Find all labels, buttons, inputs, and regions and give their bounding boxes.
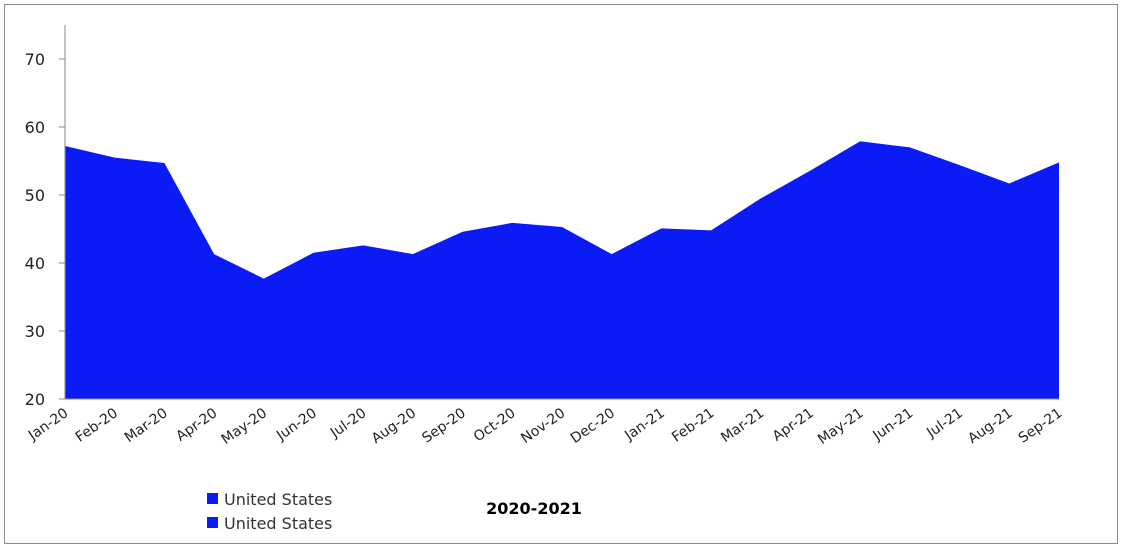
x-tick-label: Jan-20	[25, 405, 71, 444]
x-tick-label: Mar-20	[122, 405, 171, 446]
x-tick-label: Jan-21	[621, 405, 667, 444]
y-tick-label: 30	[25, 322, 45, 341]
y-tick-label: 50	[25, 186, 45, 205]
x-tick-label: Jun-20	[273, 405, 320, 444]
y-tick-label: 60	[25, 118, 45, 137]
x-tick-label: Nov-20	[518, 405, 568, 447]
x-tick-label: Sep-21	[1016, 405, 1066, 446]
x-tick-label: Dec-20	[568, 405, 618, 447]
x-tick-label: Apr-20	[173, 405, 220, 445]
x-tick-label: Sep-20	[419, 405, 469, 446]
chart-title: 2020-2021	[486, 499, 582, 518]
x-tick-label: May-20	[219, 405, 270, 448]
series-area-united-states	[65, 141, 1059, 399]
x-tick-label: Apr-21	[770, 405, 817, 445]
legend-swatch-1	[207, 493, 218, 504]
x-tick-label: Feb-20	[73, 405, 121, 445]
x-tick-label: Oct-20	[471, 405, 519, 445]
x-tick-label: Aug-20	[369, 405, 419, 447]
y-axis: 20 30 40 50 60 70	[25, 25, 66, 409]
x-tick-label: Jul-20	[327, 405, 370, 441]
x-tick-label: Aug-21	[965, 405, 1015, 447]
legend-label-2: United States	[224, 514, 332, 533]
x-tick-label: Feb-21	[669, 405, 717, 445]
y-tick-label: 20	[25, 390, 45, 409]
legend-swatch-2	[207, 517, 218, 528]
y-tick-label: 70	[25, 50, 45, 69]
x-tick-label: Mar-21	[718, 405, 767, 446]
legend-label-1: United States	[224, 490, 332, 509]
x-tick-label: May-21	[815, 405, 866, 448]
y-tick-label: 40	[25, 254, 45, 273]
x-tick-label: Jun-21	[870, 405, 917, 444]
legend: United States United States	[207, 490, 332, 533]
plot-area	[65, 141, 1059, 399]
x-tick-label: Jul-21	[923, 405, 966, 441]
